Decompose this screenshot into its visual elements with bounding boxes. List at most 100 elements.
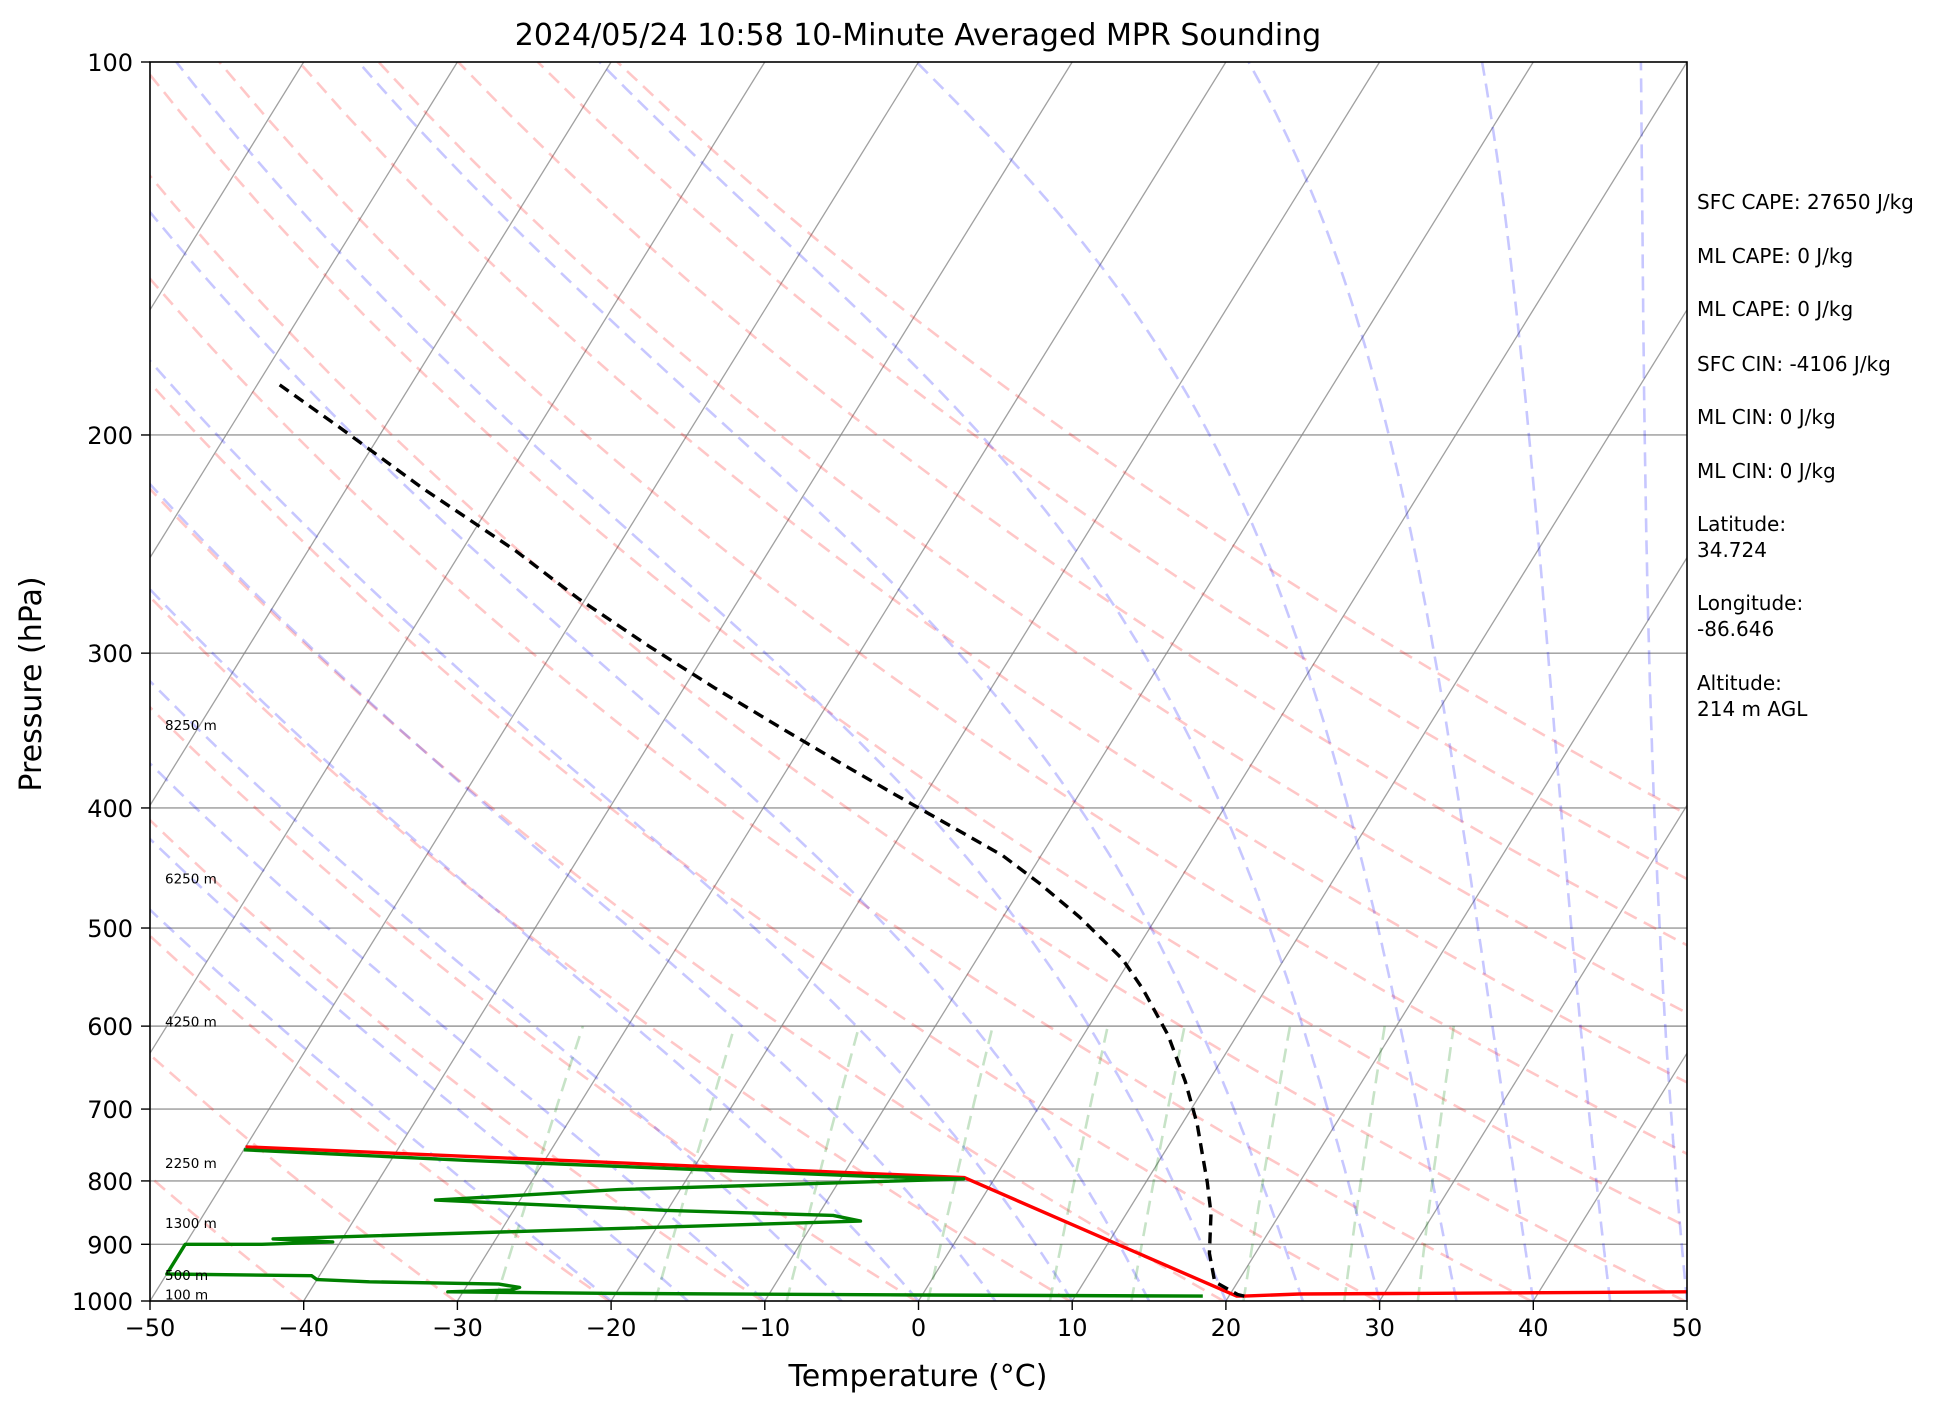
- x-tick-label: 40: [1518, 1314, 1549, 1342]
- x-axis-label: Temperature (°C): [788, 1359, 1048, 1394]
- moist-adiabat-line: [150, 837, 689, 1301]
- height-label: 2250 m: [165, 1156, 217, 1172]
- temperature-profile-line: [245, 1145, 1687, 1298]
- profile-line-layer: [165, 379, 1687, 1298]
- x-tick-label: −40: [278, 1314, 329, 1342]
- side-info-text: Altitude:: [1697, 671, 1782, 695]
- x-tick-label: 50: [1672, 1314, 1703, 1342]
- dry-adiabat-line: [150, 72, 1687, 1229]
- y-tick-label: 800: [87, 1168, 133, 1196]
- height-label: 1300 m: [165, 1216, 217, 1232]
- chart-title: 2024/05/24 10:58 10-Minute Averaged MPR …: [515, 18, 1321, 53]
- height-label: 100 m: [165, 1288, 208, 1304]
- x-tick-label: 10: [1057, 1314, 1088, 1342]
- side-info-text: -86.646: [1697, 617, 1774, 641]
- plot-frame: [149, 61, 1688, 1302]
- side-info-text: Longitude:: [1697, 591, 1803, 615]
- side-info-text: 34.724: [1697, 538, 1767, 562]
- isotherm-line: [610, 62, 1381, 1301]
- height-label: 4250 m: [165, 1015, 217, 1031]
- side-info-text: SFC CAPE: 27650 J/kg: [1697, 190, 1914, 214]
- isotherm-line: [1225, 556, 1687, 1301]
- side-info-text: ML CIN: 0 J/kg: [1697, 459, 1836, 483]
- side-info-text: ML CAPE: 0 J/kg: [1697, 297, 1853, 321]
- x-tick-label: 30: [1364, 1314, 1395, 1342]
- isotherm-line: [150, 62, 612, 807]
- y-tick-label: 600: [87, 1013, 133, 1041]
- y-axis-label: Pressure (hPa): [14, 576, 49, 791]
- y-tick-label: 700: [87, 1096, 133, 1124]
- moist-adiabat-line: [175, 62, 1228, 1301]
- y-tick-label: 1000: [72, 1288, 133, 1316]
- moist-adiabat-line: [150, 761, 766, 1301]
- y-tick-label: 200: [87, 422, 133, 450]
- height-label: 8250 m: [165, 718, 217, 734]
- dry-adiabat-line: [298, 62, 1687, 1084]
- parcel-profile-line: [273, 379, 1245, 1298]
- moist-adiabat-line: [915, 62, 1458, 1301]
- background-line-layer: [150, 62, 1687, 1301]
- side-info-text: Latitude:: [1697, 512, 1786, 536]
- isotherm-line: [150, 62, 766, 1055]
- moist-adiabat-line: [150, 908, 612, 1301]
- dry-adiabat-line: [150, 1175, 303, 1301]
- y-tick-label: 100: [87, 49, 133, 77]
- mixing-ratio-line: [1416, 1025, 1456, 1301]
- tick-layer: −50 −40 −30 −20 −10 0 10 20 30 40 50 1000 900 800 700 6…: [72, 49, 1702, 1342]
- mixing-ratio-line: [785, 1025, 861, 1301]
- moist-adiabat-line: [1480, 62, 1612, 1301]
- side-info-text: ML CIN: 0 J/kg: [1697, 405, 1836, 429]
- moist-adiabat-line: [150, 679, 843, 1301]
- mixing-ratio-line: [1242, 1025, 1292, 1301]
- isotherm-line: [456, 62, 1227, 1301]
- isotherm-line: [1532, 1051, 1687, 1301]
- side-info-panel: SFC CAPE: 27650 J/kg ML CAPE: 0 J/kg ML CA…: [1697, 190, 1914, 721]
- mixing-ratio-line: [1342, 1025, 1386, 1301]
- dry-adiabat-line: [377, 62, 1687, 1015]
- moist-adiabat-line: [150, 482, 997, 1301]
- dry-adiabat-line: [150, 487, 1225, 1301]
- mixing-ratio-line: [494, 1025, 585, 1301]
- dry-adiabat-line: [150, 595, 1071, 1301]
- dry-adiabat-line: [150, 818, 764, 1301]
- y-tick-label: 400: [87, 795, 133, 823]
- isotherm-line: [303, 62, 1073, 1301]
- isotherm-line: [1071, 308, 1687, 1301]
- x-tick-label: −10: [739, 1314, 790, 1342]
- moist-adiabat-line: [1247, 62, 1535, 1301]
- side-info-text: SFC CIN: -4106 J/kg: [1697, 352, 1891, 376]
- moist-adiabat-line: [357, 62, 1305, 1301]
- y-tick-label: 300: [87, 640, 133, 668]
- x-tick-label: −50: [125, 1314, 176, 1342]
- dry-adiabat-line: [150, 276, 1532, 1301]
- moist-adiabat-line: [150, 587, 920, 1301]
- x-tick-label: 0: [911, 1314, 926, 1342]
- height-label-layer: 100 m 500 m 1300 m 2250 m 4250 m 6250 m 8250 m: [165, 718, 217, 1303]
- side-info-text: ML CAPE: 0 J/kg: [1697, 244, 1853, 268]
- height-label: 500 m: [165, 1268, 208, 1284]
- mixing-ratio-line: [1130, 1025, 1186, 1301]
- isotherm-line: [764, 62, 1534, 1301]
- isotherm-line: [917, 62, 1687, 1301]
- mixing-ratio-line: [926, 1025, 994, 1301]
- mixing-ratio-line: [653, 1025, 736, 1301]
- y-tick-label: 500: [87, 915, 133, 943]
- isotherm-line: [150, 62, 305, 312]
- dewpoint-profile-line: [165, 1148, 1203, 1298]
- dry-adiabat-line: [150, 173, 1686, 1301]
- dry-adiabat-line: [218, 62, 1687, 1156]
- moist-adiabat-line: [150, 210, 1151, 1301]
- height-label: 6250 m: [165, 871, 217, 887]
- dry-adiabat-line: [150, 380, 1378, 1301]
- isotherm-line: [150, 62, 920, 1301]
- x-tick-label: 20: [1211, 1314, 1242, 1342]
- y-tick-label: 900: [87, 1231, 133, 1259]
- dry-adiabat-line: [150, 1052, 456, 1301]
- x-tick-label: −20: [586, 1314, 637, 1342]
- side-info-text: 214 m AGL: [1697, 697, 1808, 721]
- mixing-ratio-line: [1048, 1025, 1110, 1301]
- moist-adiabat-line: [598, 62, 1381, 1301]
- isotherm-line: [150, 62, 458, 559]
- isotherm-line: [1379, 804, 1687, 1301]
